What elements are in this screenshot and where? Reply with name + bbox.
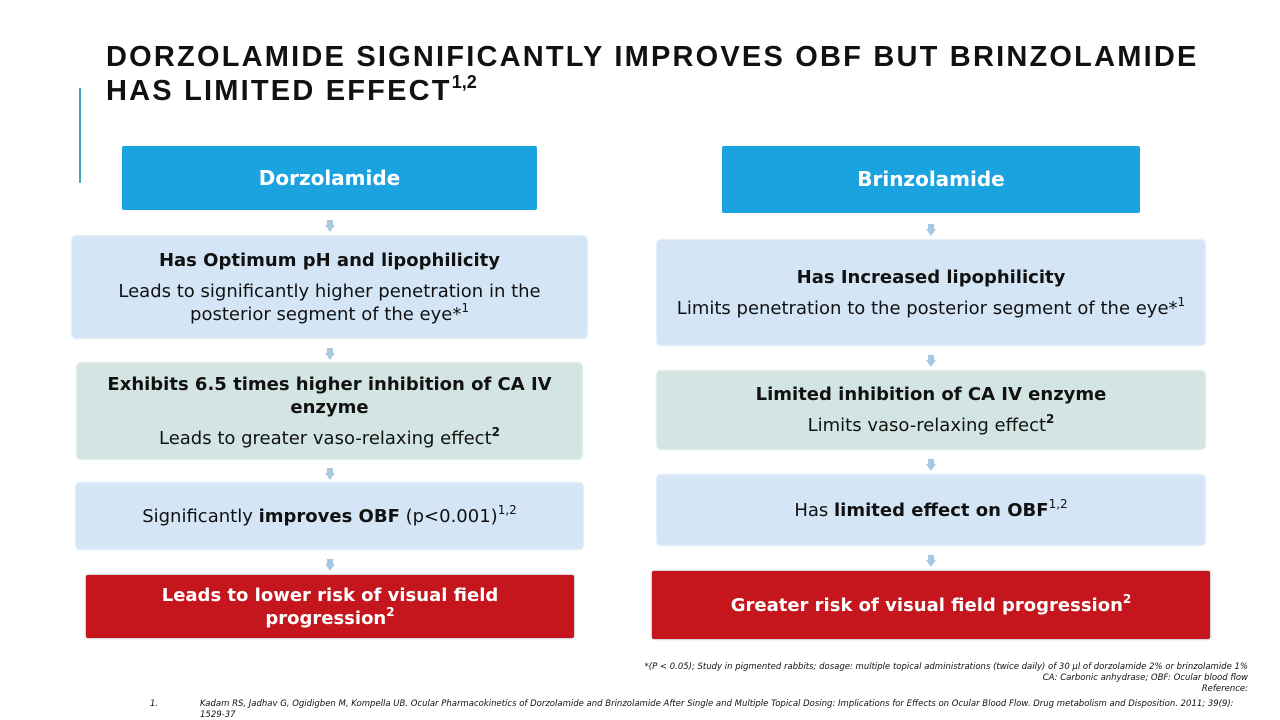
column-header: Brinzolamide [722, 146, 1140, 213]
superscript: 1,2 [451, 72, 477, 92]
flow-box: Greater risk of visual field progression… [652, 571, 1210, 639]
flow-box: Leads to lower risk of visual field prog… [86, 575, 574, 638]
box-line: Exhibits 6.5 times higher inhibition of … [87, 373, 572, 419]
box-line: Has Optimum pH and lipophilicity [159, 249, 500, 272]
flow-box: Has Increased lipophilicity Limits penetr… [657, 240, 1205, 345]
down-arrow [926, 355, 936, 367]
text-run: Greater risk of visual field progression [730, 594, 1123, 616]
footnotes: *(P < 0.05); Study in pigmented rabbits;… [645, 662, 1248, 695]
flow-box: Significantly improves OBF (p<0.001)1,2 [76, 483, 583, 549]
text-run: (p<0.001) [399, 505, 498, 527]
text-run: Significantly [142, 505, 259, 527]
superscript: 2 [1046, 412, 1055, 426]
superscript: 1,2 [497, 502, 517, 517]
text-run: Limits vaso-relaxing effect [807, 415, 1047, 436]
text-run: Limited inhibition of CA IV enzyme [755, 384, 1107, 405]
down-arrow [926, 223, 936, 236]
text-run: Has [794, 499, 835, 521]
down-arrow [325, 559, 335, 571]
superscript: 1 [461, 300, 469, 315]
accent-bar [79, 88, 81, 183]
text-run: Exhibits 6.5 times higher inhibition of … [107, 373, 552, 418]
reference: 1. Kadam RS, Jadhav G, Ogidigben M, Kompe… [150, 699, 1250, 720]
footnote: *(P < 0.05); Study in pigmented rabbits;… [644, 662, 1248, 672]
text-run: Leads to lower risk of visual field prog… [161, 584, 499, 629]
down-arrow [926, 459, 936, 471]
box-line: Has Increased lipophilicity [797, 266, 1066, 289]
down-arrow [325, 220, 335, 232]
box-line: Significantly improves OBF (p<0.001)1,2 [142, 502, 517, 528]
superscript: 1,2 [1048, 496, 1068, 511]
down-arrow [325, 468, 335, 480]
box-line: Limited inhibition of CA IV enzyme [756, 383, 1107, 406]
references: 1. Kadam RS, Jadhav G, Ogidigben M, Kompe… [150, 699, 1250, 720]
down-arrow [926, 555, 936, 567]
superscript: 2 [491, 424, 500, 439]
reference-number: 1. [150, 699, 159, 709]
text-run: Has Optimum pH and lipophilicity [158, 249, 501, 271]
superscript: 1 [1177, 294, 1186, 309]
box-line: Greater risk of visual field progression… [730, 591, 1132, 617]
slide-title: DORZOLAMIDE SIGNIFICANTLY IMPROVES OBF B… [106, 40, 1266, 108]
text-run: Leads to greater vaso-relaxing effect [158, 427, 492, 449]
footnote: CA: Carbonic anhydrase; OBF: Ocular bloo… [1042, 673, 1248, 683]
flow-box: Has limited effect on OBF1,2 [657, 475, 1205, 545]
superscript: 2 [1122, 591, 1132, 606]
text-run: Leads to significantly higher penetratio… [118, 280, 541, 325]
footnote: Reference: [1201, 684, 1248, 694]
box-line: Limits vaso-relaxing effect2 [807, 412, 1055, 437]
text-run: improves OBF [258, 505, 400, 527]
flow-box: Has Optimum pH and lipophilicity Leads to… [72, 236, 587, 338]
column-header: Dorzolamide [122, 146, 537, 210]
box-line: Has limited effect on OBF1,2 [794, 496, 1068, 522]
text-run: Limits penetration to the posterior segm… [676, 297, 1178, 319]
box-line: Leads to lower risk of visual field prog… [96, 584, 564, 630]
superscript: 2 [386, 604, 395, 619]
flow-box: Exhibits 6.5 times higher inhibition of … [77, 363, 582, 459]
text-run: DORZOLAMIDE SIGNIFICANTLY IMPROVES OBF B… [106, 41, 1199, 107]
down-arrow [325, 347, 335, 360]
reference-text: Kadam RS, Jadhav G, Ogidigben M, Kompell… [200, 699, 1234, 720]
text-run: limited effect on OBF [834, 499, 1049, 521]
text-run: Has Increased lipophilicity [796, 266, 1066, 288]
box-line: Limits penetration to the posterior segm… [676, 294, 1186, 320]
flow-box: Limited inhibition of CA IV enzyme Limits… [657, 371, 1205, 449]
box-line: Leads to greater vaso-relaxing effect2 [158, 424, 500, 450]
box-line: Leads to significantly higher penetratio… [82, 280, 577, 326]
